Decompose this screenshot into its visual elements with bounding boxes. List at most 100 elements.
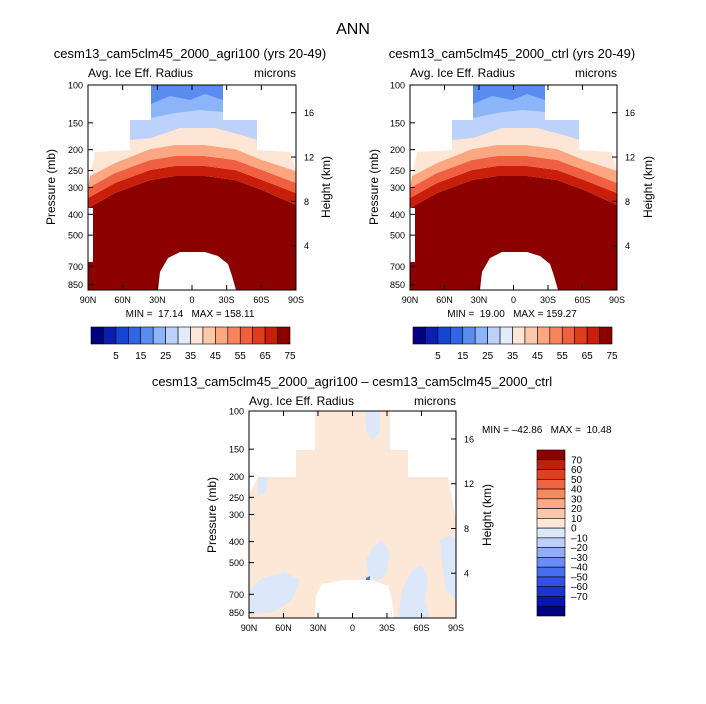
colorbar-label: 25 xyxy=(482,351,494,362)
page-title: ANN xyxy=(336,21,370,38)
y2-tick-label: 12 xyxy=(304,153,314,163)
panel-ctrl-ylabel: Pressure (mb) xyxy=(367,149,381,225)
panel-ctrl-units-label: microns xyxy=(575,66,617,80)
panel-diff-title: cesm13_cam5clm45_2000_agri100 – cesm13_c… xyxy=(152,374,552,389)
colorbar-swatch xyxy=(536,576,566,588)
colorbar-swatch xyxy=(536,498,566,509)
y-tick-label: 500 xyxy=(68,231,83,241)
x-tick-label: 90S xyxy=(448,623,464,633)
colorbar-swatch xyxy=(412,326,426,345)
colorbar-label: 50 xyxy=(571,475,583,486)
panel-diff-missing-region xyxy=(315,580,394,618)
x-tick-label: 30S xyxy=(379,623,395,633)
y-tick-label: 400 xyxy=(229,537,244,547)
colorbar-swatch xyxy=(537,326,551,345)
contour-abs-55 xyxy=(410,156,617,198)
contour-diff-neg-right xyxy=(398,565,430,618)
panel-agri100-contours xyxy=(88,85,296,290)
panel-agri100-axes: 90N 60N 30N 0 30S 60S 90S 100 150 200 250 300 400 500… xyxy=(68,81,314,306)
y-tick-label: 100 xyxy=(229,407,244,417)
y-tick-label: 850 xyxy=(229,608,244,618)
colorbar-label: –50 xyxy=(571,572,588,583)
colorbar-label: 40 xyxy=(571,485,583,496)
panel-diff-stats: MIN = –42.86 MAX = 10.48 xyxy=(482,425,612,436)
x-tick-label: 30N xyxy=(310,623,327,633)
colorbar-swatch xyxy=(536,547,566,558)
panel-ctrl-stats: MIN = 19.00 MAX = 159.27 xyxy=(447,309,577,320)
colorbar-swatch xyxy=(462,326,476,345)
colorbar-swatch xyxy=(536,459,566,470)
y-tick-label: 300 xyxy=(229,510,244,520)
y-tick-label: 500 xyxy=(390,231,405,241)
x-tick-label: 30S xyxy=(219,295,235,305)
x-tick-label: 0 xyxy=(189,295,194,305)
y-tick-label: 250 xyxy=(68,166,83,176)
contour-abs-45 xyxy=(410,145,617,188)
y-tick-label: 700 xyxy=(229,590,244,600)
y-tick-label: 850 xyxy=(390,280,405,290)
colorbar-swatch xyxy=(277,326,291,345)
x-tick-label: 30N xyxy=(149,295,166,305)
colorbar-label: –40 xyxy=(571,563,588,574)
y-tick-label: 700 xyxy=(68,262,83,272)
y2-tick-label: 4 xyxy=(304,241,309,251)
panel-agri100-title: cesm13_cam5clm45_2000_agri100 (yrs 20-49… xyxy=(54,46,326,61)
y-tick-label: 250 xyxy=(390,166,405,176)
colorbar-swatch xyxy=(549,326,563,345)
panel-diff-units-label: microns xyxy=(414,394,456,408)
colorbar-label: 35 xyxy=(185,351,197,362)
colorbar-label: 15 xyxy=(457,351,469,362)
colorbar-swatch xyxy=(202,326,216,345)
y2-tick-label: 16 xyxy=(304,108,314,118)
contour-abs-35 xyxy=(412,85,617,176)
panel-ctrl-contours xyxy=(410,85,617,290)
colorbar-swatch xyxy=(536,596,566,607)
colorbar-label: 60 xyxy=(571,465,583,476)
colorbar-label: 45 xyxy=(210,351,222,362)
x-tick-label: 90S xyxy=(609,295,625,305)
y-tick-label: 700 xyxy=(390,262,405,272)
contour-abs-75 xyxy=(88,176,296,290)
colorbar-swatch xyxy=(115,326,129,345)
x-tick-label: 60S xyxy=(574,295,590,305)
colorbar-swatch xyxy=(140,326,154,345)
y-tick-label: 200 xyxy=(68,145,83,155)
contour-diff-0-10 xyxy=(249,411,456,618)
y2-tick-label: 4 xyxy=(464,569,469,579)
colorbar-label: 55 xyxy=(235,351,247,362)
panel-diff-ylabel: Pressure (mb) xyxy=(205,477,219,553)
y-tick-label: 850 xyxy=(68,280,83,290)
y-tick-label: 300 xyxy=(390,183,405,193)
colorbar-label: 75 xyxy=(606,351,618,362)
colorbar-swatch xyxy=(425,326,439,345)
x-tick-label: 30N xyxy=(471,295,488,305)
colorbar-swatch xyxy=(487,326,501,345)
colorbar-label: 10 xyxy=(571,514,583,525)
x-tick-label: 60S xyxy=(413,623,429,633)
panel-diff-variable-label: Avg. Ice Eff. Radius xyxy=(249,394,354,408)
y-tick-label: 150 xyxy=(229,445,244,455)
x-tick-label: 0 xyxy=(350,623,355,633)
contour-abs-65 xyxy=(410,166,617,208)
panel-agri100-y2label: Height (km) xyxy=(319,156,333,218)
panel-diff-y2label: Height (km) xyxy=(480,484,494,546)
contour-diff-neg-tail-upper xyxy=(365,411,380,440)
x-tick-label: 60S xyxy=(253,295,269,305)
panel-ctrl-title: cesm13_cam5clm45_2000_ctrl (yrs 20-49) xyxy=(389,46,635,61)
colorbar-swatch xyxy=(239,326,253,345)
y2-tick-label: 12 xyxy=(464,479,474,489)
colorbar-swatch xyxy=(190,326,204,345)
colorbar-swatch xyxy=(536,488,566,500)
colorbar-swatch xyxy=(177,326,191,345)
colorbar-swatch xyxy=(561,326,575,345)
colorbar-label: 30 xyxy=(571,494,583,505)
panel-agri100-stats: MIN = 17.14 MAX = 158.11 xyxy=(126,309,255,320)
colorbar-swatch xyxy=(536,537,566,548)
contour-abs-65 xyxy=(88,166,296,208)
colorbar-swatch xyxy=(536,586,566,597)
colorbar-swatch xyxy=(536,478,566,490)
panel-agri100-missing-region xyxy=(158,252,236,290)
panel-ctrl: cesm13_cam5clm45_2000_ctrl (yrs 20-49) A… xyxy=(367,46,655,320)
y-tick-label: 100 xyxy=(390,81,405,91)
